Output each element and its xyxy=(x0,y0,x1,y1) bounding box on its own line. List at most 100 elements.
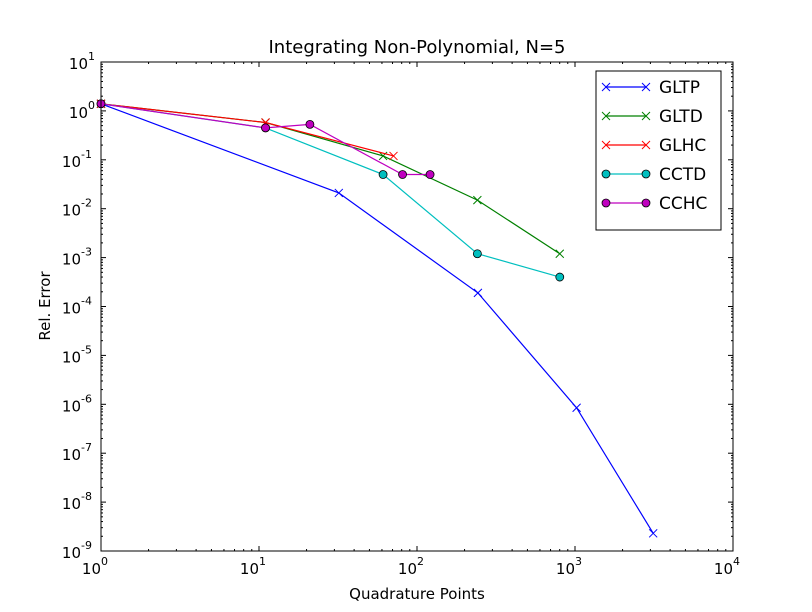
legend-entry: GLHC xyxy=(601,136,706,156)
legend-label: CCHC xyxy=(659,194,707,214)
x-marker-stroke xyxy=(601,111,611,121)
legend-entry: CCTD xyxy=(601,165,706,185)
y-tick-base: 10 xyxy=(62,544,81,562)
data-point xyxy=(261,123,270,133)
y-tick-base: 10 xyxy=(69,104,88,122)
chart-title: Integrating Non-Polynomial, N=5 xyxy=(268,37,565,58)
data-point xyxy=(641,198,651,208)
x-marker-stroke xyxy=(334,188,344,198)
y-tick-exponent: -6 xyxy=(81,392,92,405)
legend-entry: CCHC xyxy=(601,194,707,214)
y-tick-label: 10 -9 xyxy=(62,539,92,562)
y-tick-label: 10 -1 xyxy=(62,148,92,171)
data-point xyxy=(601,198,611,208)
y-tick-label: 10 0 xyxy=(69,99,95,122)
legend-entry: GLTD xyxy=(601,107,703,127)
y-tick-exponent: -1 xyxy=(81,148,92,161)
x-tick-exponent: 0 xyxy=(101,555,108,568)
data-point xyxy=(378,170,388,179)
legend-label: GLHC xyxy=(659,136,706,156)
y-tick-exponent: -3 xyxy=(81,246,92,259)
x-marker-stroke xyxy=(641,82,651,92)
y-tick-label: 10 -5 xyxy=(62,343,92,366)
x-tick-exponent: 4 xyxy=(733,555,740,568)
x-tick-base: 10 xyxy=(398,560,417,578)
y-tick-base: 10 xyxy=(62,300,81,318)
x-tick-exponent: 3 xyxy=(575,555,582,568)
data-point xyxy=(389,151,398,161)
data-point xyxy=(473,288,483,298)
y-tick-exponent: -8 xyxy=(81,490,92,503)
data-point xyxy=(601,82,611,92)
legend-entry: GLTP xyxy=(601,78,700,98)
x-tick-base: 10 xyxy=(240,560,259,578)
y-tick-label: 10 -3 xyxy=(62,246,92,269)
x-marker-stroke xyxy=(641,111,651,121)
x-marker-stroke xyxy=(601,82,611,92)
y-tick-label: 10 -4 xyxy=(62,295,92,318)
y-tick-base: 10 xyxy=(62,446,81,464)
x-tick-exponent: 2 xyxy=(417,555,424,568)
y-tick-exponent: -2 xyxy=(81,197,92,210)
x-marker-stroke xyxy=(473,195,482,205)
y-tick-label: 10 -8 xyxy=(62,490,92,513)
x-tick-label: 10 1 xyxy=(240,555,266,578)
x-marker-stroke xyxy=(641,140,651,150)
x-marker-stroke xyxy=(555,249,565,259)
x-marker-stroke xyxy=(389,151,398,161)
y-tick-exponent: 0 xyxy=(88,99,95,112)
data-point xyxy=(555,272,565,282)
axes: 10 0 10 1 10 2 10 3 10 410 -910 -810 -710 -610 -510 -41… xyxy=(62,50,740,578)
legend-label: GLTP xyxy=(659,78,700,98)
data-point xyxy=(398,170,407,179)
y-tick-exponent: -9 xyxy=(81,539,92,552)
y-tick-base: 10 xyxy=(62,153,81,171)
data-point xyxy=(472,249,482,259)
y-tick-base: 10 xyxy=(62,251,81,269)
y-tick-label: 10 -7 xyxy=(62,441,92,464)
x-tick-base: 10 xyxy=(714,560,733,578)
x-marker-stroke xyxy=(601,140,611,150)
x-tick-label: 10 4 xyxy=(714,555,740,578)
x-tick-base: 10 xyxy=(82,560,101,578)
data-point xyxy=(601,140,611,150)
y-tick-base: 10 xyxy=(62,495,81,513)
legend: GLTP GLTD GLHC CCTD CCHC xyxy=(595,70,722,231)
y-axis-label: Rel. Error xyxy=(36,271,54,341)
data-point xyxy=(305,119,315,129)
y-tick-label: 10 -6 xyxy=(62,392,92,415)
data-point xyxy=(473,195,482,205)
data-point xyxy=(648,528,658,538)
x-tick-label: 10 2 xyxy=(398,555,424,578)
y-tick-exponent: -4 xyxy=(81,295,92,308)
x-tick-base: 10 xyxy=(556,560,575,578)
data-point xyxy=(641,82,651,92)
y-tick-label: 10 1 xyxy=(69,50,95,73)
plot-frame xyxy=(100,61,734,552)
legend-label: CCTD xyxy=(659,165,706,185)
y-tick-base: 10 xyxy=(69,55,88,73)
legend-label: GLTD xyxy=(659,107,703,127)
data-point xyxy=(601,169,611,179)
y-tick-exponent: -5 xyxy=(81,343,92,356)
x-axis-label: Quadrature Points xyxy=(349,585,485,603)
data-point xyxy=(425,170,435,179)
data-point xyxy=(601,111,611,121)
x-marker-stroke xyxy=(572,403,581,413)
y-tick-label: 10 -2 xyxy=(62,197,92,220)
data-point xyxy=(555,249,565,259)
data-point xyxy=(641,111,651,121)
x-tick-exponent: 1 xyxy=(259,555,266,568)
y-tick-base: 10 xyxy=(62,348,81,366)
x-tick-label: 10 3 xyxy=(556,555,582,578)
data-point xyxy=(334,188,344,198)
x-marker-stroke xyxy=(648,528,658,538)
y-tick-base: 10 xyxy=(62,397,81,415)
y-tick-exponent: -7 xyxy=(81,441,92,454)
data-point xyxy=(572,403,581,413)
data-point xyxy=(641,140,651,150)
y-tick-exponent: 1 xyxy=(88,50,95,63)
data-point xyxy=(641,169,651,179)
series-cchc xyxy=(96,99,435,179)
